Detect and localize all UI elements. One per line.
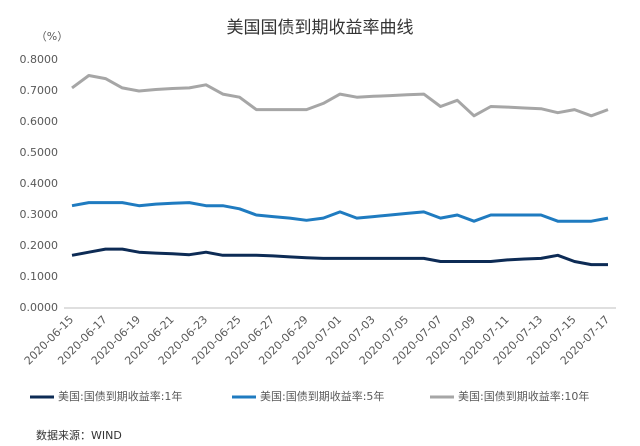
- y-tick-label: 0.2000: [20, 239, 59, 252]
- legend-label: 美国:国债到期收益率:1年: [58, 389, 182, 403]
- y-unit: （%）: [36, 30, 68, 43]
- y-tick-label: 0.4000: [20, 177, 59, 190]
- line-series: [71, 247, 608, 267]
- y-tick-label: 0.6000: [20, 115, 59, 128]
- y-tick-label: 0.1000: [20, 270, 59, 283]
- line-series: [71, 201, 609, 223]
- y-tick-label: 0.7000: [20, 84, 59, 97]
- y-tick-label: 0.5000: [20, 146, 59, 159]
- chart-title: 美国国债到期收益率曲线: [227, 18, 414, 38]
- line-series: [71, 74, 609, 118]
- y-tick-label: 0.0000: [20, 301, 59, 314]
- legend-label: 美国:国债到期收益率:5年: [260, 389, 384, 403]
- y-tick-label: 0.3000: [20, 208, 59, 221]
- legend-label: 美国:国债到期收益率:10年: [458, 389, 589, 403]
- y-tick-label: 0.8000: [20, 53, 59, 66]
- source: 数据来源：WIND: [36, 428, 122, 442]
